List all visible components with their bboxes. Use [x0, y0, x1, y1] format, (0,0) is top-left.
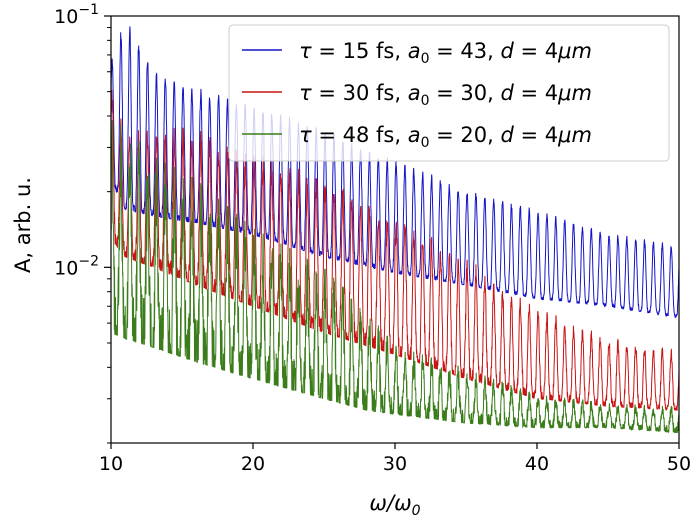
series-line-2 [111, 89, 679, 412]
legend: τ = 15 fs, a0 = 43, d = 4μm τ = 30 fs, a0… [228, 24, 670, 162]
series-line-1 [111, 26, 679, 319]
x-tick-label: 40 [525, 453, 549, 475]
x-tick-label: 30 [383, 453, 407, 475]
plot-area [111, 26, 679, 434]
y-axis-label: A, arb. u. [11, 177, 35, 273]
x-tick-label: 10 [99, 453, 123, 475]
y-tick-label: 10−1 [54, 2, 99, 28]
series-line-3 [111, 120, 679, 434]
legend-entry: τ = 15 fs, a0 = 43, d = 4μm [299, 39, 592, 67]
legend-entry: τ = 48 fs, a0 = 20, d = 4μm [299, 123, 592, 151]
legend-frame [228, 24, 670, 162]
x-axis-label: ω/ω0 [369, 491, 420, 519]
axes: 10 20 30 40 50 10−2 10−1 [54, 2, 691, 475]
y-tick-label: 10−2 [54, 253, 99, 279]
legend-entry: τ = 30 fs, a0 = 30, d = 4μm [299, 81, 592, 109]
x-tick-label: 50 [667, 453, 691, 475]
x-tick-label: 20 [241, 453, 265, 475]
